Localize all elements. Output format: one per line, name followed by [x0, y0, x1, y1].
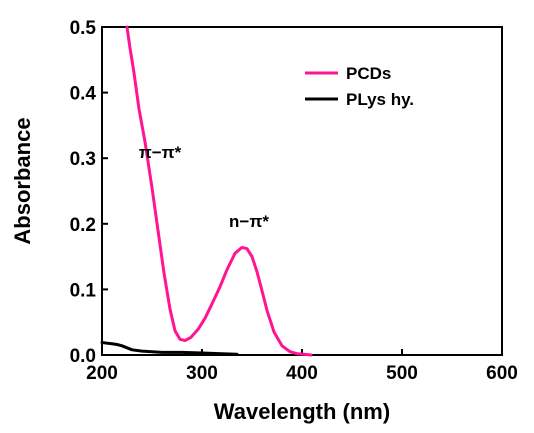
y-tick-label: 0.3 [70, 149, 96, 170]
x-tick-label: 400 [286, 363, 318, 384]
x-tick-label: 500 [386, 363, 418, 384]
x-tick-label: 300 [186, 363, 218, 384]
legend-label: PCDs [346, 64, 391, 83]
annotation-label: n−π* [229, 212, 269, 231]
series-line-pcds [125, 25, 313, 357]
annotation-label: π−π* [139, 143, 182, 162]
plot-frame [101, 26, 503, 356]
series-line-plys-hy [100, 341, 239, 356]
annotations: π−π* n−π* [139, 143, 270, 231]
series-layer [100, 25, 313, 357]
y-axis-title: Absorbance [10, 117, 35, 244]
legend: PCDs PLys hy. [305, 64, 414, 109]
x-axis-title: Wavelength (nm) [214, 399, 390, 424]
axes: 200 300 400 500 600 0.0 0.1 0.2 0.3 0.4 0.5 [70, 18, 518, 384]
y-tick-label: 0.2 [70, 215, 96, 236]
y-tick-label: 0.1 [70, 280, 97, 301]
y-tick-label: 0.5 [70, 18, 97, 39]
y-tick-label: 0.0 [70, 346, 96, 367]
x-tick-label: 600 [486, 363, 518, 384]
y-tick-label: 0.4 [70, 84, 97, 105]
x-tick-label: 200 [86, 363, 118, 384]
legend-label: PLys hy. [346, 90, 414, 109]
